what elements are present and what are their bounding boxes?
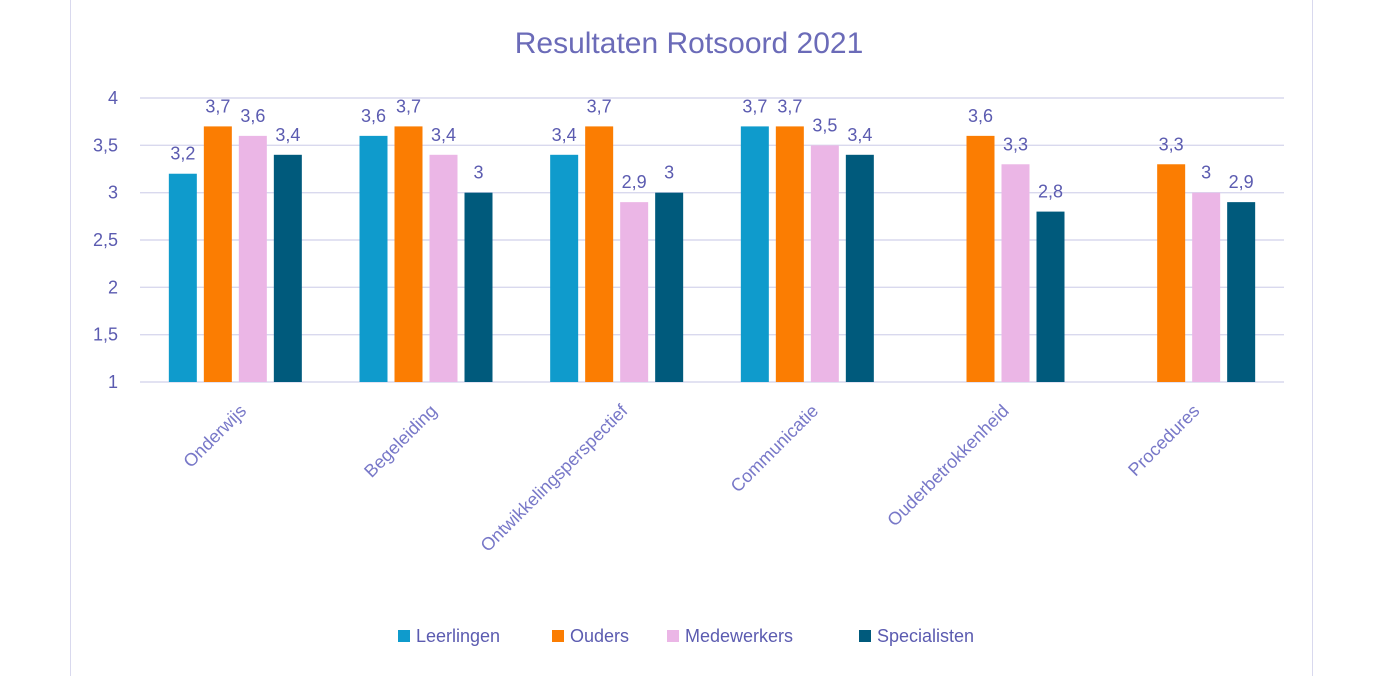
- x-category-label: Begeleiding: [360, 401, 441, 482]
- y-axis: 1 1,5 2 2,5 3 3,5 4: [93, 88, 118, 392]
- data-label: 3,3: [1159, 134, 1184, 154]
- legend-item-ouders: Ouders: [552, 626, 629, 646]
- y-tick-label: 3: [108, 183, 118, 203]
- bar-specialisten: [464, 192, 493, 382]
- y-tick-label: 3,5: [93, 135, 118, 155]
- data-label: 3,6: [240, 106, 265, 126]
- legend-label: Specialisten: [877, 626, 974, 646]
- bars: [168, 126, 1256, 383]
- x-category-label: Onderwijs: [179, 401, 250, 472]
- x-category-label: Ontwikkelingsperspectief: [477, 400, 633, 556]
- bar-leerlingen: [550, 154, 579, 382]
- legend-item-leerlingen: Leerlingen: [398, 626, 500, 646]
- bar-ouders: [585, 126, 614, 383]
- bar-ouders: [203, 126, 232, 383]
- legend-item-medewerkers: Medewerkers: [667, 626, 793, 646]
- data-label: 3,4: [275, 125, 300, 145]
- legend-label: Leerlingen: [416, 626, 500, 646]
- y-tick-label: 4: [108, 88, 118, 108]
- data-label: 3,4: [847, 125, 872, 145]
- data-label: 3,4: [552, 125, 577, 145]
- data-label: 3,7: [587, 96, 612, 116]
- legend-item-specialisten: Specialisten: [859, 626, 974, 646]
- chart-title: Resultaten Rotsoord 2021: [515, 27, 864, 60]
- data-label: 3: [664, 163, 674, 183]
- x-category-label: Ouderbetrokkenheid: [883, 401, 1012, 530]
- bar-leerlingen: [168, 173, 197, 382]
- data-label: 2,9: [622, 172, 647, 192]
- bar-medewerkers: [810, 145, 839, 382]
- bar-ouders: [394, 126, 423, 383]
- data-label: 3,6: [968, 106, 993, 126]
- data-labels: 3,2 3,7 3,6 3,4 3,6 3,7 3,4 3 3,4 3,7 2,9 3 3,7 3,7 3,…: [170, 96, 1253, 201]
- legend-swatch: [667, 630, 679, 642]
- legend-label: Ouders: [570, 626, 629, 646]
- data-label: 3,4: [431, 125, 456, 145]
- y-tick-label: 1: [108, 372, 118, 392]
- bar-leerlingen: [359, 135, 388, 382]
- bar-leerlingen: [740, 126, 769, 383]
- bar-medewerkers: [238, 135, 267, 382]
- bar-specialisten: [1036, 211, 1065, 382]
- x-axis: Onderwijs Begeleiding Ontwikkelingsperspec…: [179, 400, 1203, 556]
- bar-medewerkers: [1001, 164, 1030, 382]
- legend-swatch: [552, 630, 564, 642]
- legend-swatch: [859, 630, 871, 642]
- data-label: 3,7: [205, 96, 230, 116]
- bar-medewerkers: [1192, 192, 1221, 382]
- data-label: 3: [473, 163, 483, 183]
- x-category-label: Procedures: [1124, 401, 1203, 480]
- data-label: 3,7: [396, 96, 421, 116]
- legend-swatch: [398, 630, 410, 642]
- bar-ouders: [966, 135, 995, 382]
- y-tick-label: 1,5: [93, 325, 118, 345]
- bar-specialisten: [1227, 202, 1256, 382]
- data-label: 3,5: [812, 115, 837, 135]
- data-label: 3,6: [361, 106, 386, 126]
- data-label: 3: [1201, 163, 1211, 183]
- bar-specialisten: [273, 154, 302, 382]
- y-tick-label: 2: [108, 277, 118, 297]
- bar-specialisten: [845, 154, 874, 382]
- data-label: 3,2: [170, 144, 195, 164]
- chart-frame: [70, 0, 1313, 676]
- data-label: 2,8: [1038, 182, 1063, 202]
- bar-medewerkers: [429, 154, 458, 382]
- bar-medewerkers: [620, 202, 649, 382]
- bar-specialisten: [655, 192, 684, 382]
- bar-ouders: [775, 126, 804, 383]
- y-tick-label: 2,5: [93, 230, 118, 250]
- legend: Leerlingen Ouders Medewerkers Specialisten: [398, 626, 974, 646]
- data-label: 3,7: [777, 96, 802, 116]
- data-label: 3,7: [742, 96, 767, 116]
- data-label: 3,3: [1003, 134, 1028, 154]
- grid-layer: [140, 97, 1284, 383]
- bar-ouders: [1157, 164, 1186, 382]
- data-label: 2,9: [1229, 172, 1254, 192]
- legend-label: Medewerkers: [685, 626, 793, 646]
- x-category-label: Communicatie: [727, 401, 822, 496]
